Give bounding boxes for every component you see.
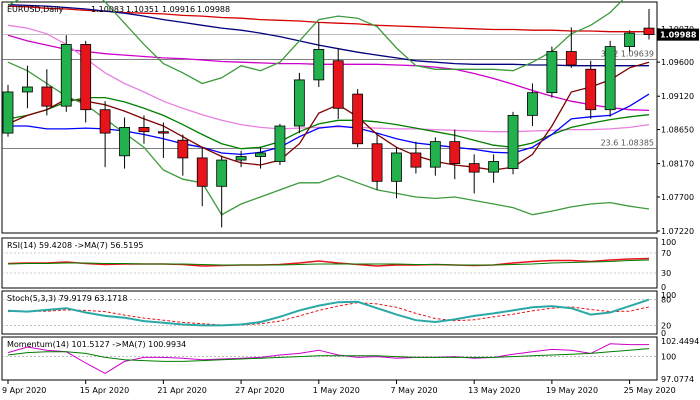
panel-frame [1,237,658,289]
candle-body [60,44,72,107]
panel-axis-label: 100 [661,353,676,362]
time-axis: 9 Apr 2020 15 Apr 2020 21 Apr 2020 27 Apr 2… [2,380,676,395]
price-axis-label: 1.08650 [661,126,694,135]
rsi-ma-line [7,259,650,266]
candle-body [643,27,655,35]
candle-body [429,141,441,168]
candle-body [371,143,383,182]
price-panel-frame [1,1,658,234]
candle-body [604,46,616,111]
time-axis-label: 13 May 2020 [468,386,520,395]
candle-body [565,51,577,66]
overlay-line [7,61,650,216]
candle-body [274,125,286,162]
stoch-d-line [7,302,650,326]
panel-axis-label: 80 [661,296,671,305]
ohlc-close: 1.09988 [197,5,230,14]
overlay-line [7,34,650,112]
price-axis-label: 1.08170 [661,160,694,169]
rsi-line [7,257,650,267]
fib-level-label: 38.2 1.09639 [601,49,654,58]
candle-body [157,131,169,134]
panel-frame [1,336,658,381]
panel-axis-label: 30 [661,269,671,278]
candle-body [410,152,422,168]
candle-body [313,49,325,81]
candle-body [468,163,480,173]
candle-body [41,86,53,107]
price-axis-label: 1.09120 [661,92,694,101]
candle-body [391,152,402,182]
candle-body [22,86,33,93]
overlay-line [7,96,650,150]
time-axis-label: 7 May 2020 [390,386,437,395]
panel-axis-label: 20 [661,321,671,330]
panel-title: RSI(14) 59.4208 ->MA(7) 56.5195 [7,241,144,250]
candle-body [80,44,92,111]
candle-body [177,139,189,159]
panel-title: Stoch(5,3,3) 79.9179 63.1718 [7,294,127,303]
candle-body [352,93,364,145]
candle-body [449,141,461,165]
time-axis-label: 9 Apr 2020 [2,386,46,395]
candle-body [255,152,266,157]
candle-body [99,109,111,134]
fib-level-label: 23.6 1.08385 [601,138,654,147]
candle-body [507,114,519,169]
candle-body [488,161,500,173]
time-axis-label: 1 May 2020 [313,386,360,395]
panel-axis-label: 102.4494 [661,337,699,346]
candle-body [332,60,344,109]
candle-body [2,91,14,134]
candle-body [138,127,150,133]
overlay-line [7,61,650,171]
candle-body [235,156,247,161]
current-price-tag-label: 1.09988 [660,31,697,40]
stoch-k-line [7,298,650,327]
panel-axis-label: 0 [661,329,666,338]
candle-body [293,79,305,127]
candle-body [216,159,228,187]
rsi-panel: 100 70 30 0 RSI(14) 59.4208 ->MA(7) 56.5195 [1,237,676,292]
price-panel: 38.2 1.09639 23.6 1.08385 EURUSD,Daily 1.10… [1,0,699,236]
momentum-line [7,343,649,374]
panel-title: Momentum(14) 101.5127 ->MA(7) 100.9934 [7,340,186,349]
momentum-ma-line [7,348,650,362]
time-axis-label: 25 May 2020 [624,386,676,395]
price-axis-label: 1.07700 [661,193,694,202]
time-axis-label: 19 May 2020 [546,386,598,395]
price-axis-label: 1.07220 [661,227,694,236]
panel-frame [1,290,658,335]
candle-body [527,92,538,116]
panel-axis-label: 97.0774 [661,375,694,384]
current-price-tag [657,28,699,41]
candle-body [585,68,597,111]
panel-axis-label: 100 [661,291,676,300]
overlay-line [7,0,624,85]
price-axis-label: 1.09600 [661,58,694,67]
time-axis-label: 21 Apr 2020 [157,386,206,395]
momentum-panel: 102.4494 100 97.0774 Momentum(14) 101.5127 … [1,336,699,384]
chart-symbol-label: EURUSD,Daily [7,5,64,14]
ohlc-low: 1.09916 [162,5,195,14]
ohlc-open: 1.10083 [91,5,124,14]
panel-axis-label: 0 [661,283,666,292]
time-axis-label: 27 Apr 2020 [235,386,284,395]
candle-body [546,51,558,94]
panel-axis-label: 100 [661,238,676,247]
ohlc-high: 1.10351 [126,5,159,14]
candle-body [196,157,208,187]
candle-body [624,32,635,47]
time-axis-label: 15 Apr 2020 [80,386,129,395]
panel-axis-label: 70 [661,249,671,258]
candle-body [119,127,130,157]
